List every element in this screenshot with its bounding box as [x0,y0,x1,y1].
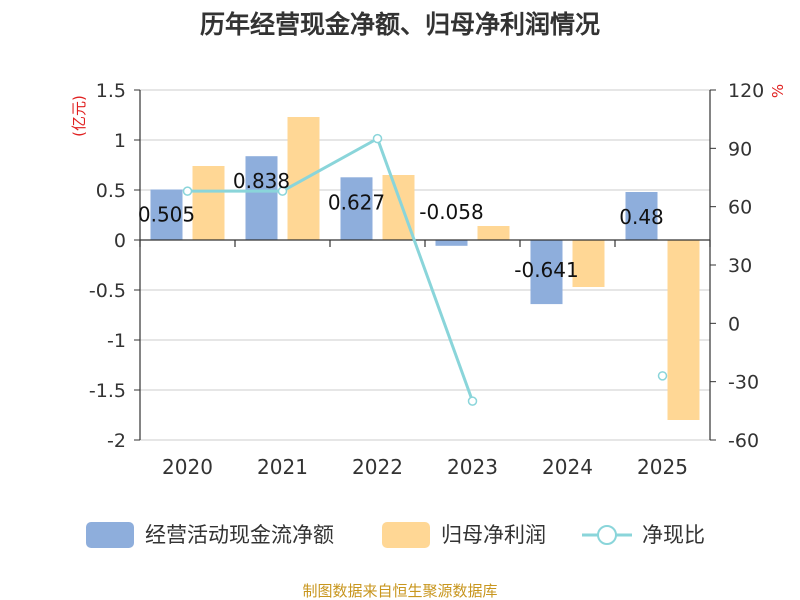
line-series [182,133,668,406]
right-tick-label: -30 [728,372,759,394]
left-tick-label: 0 [114,230,126,252]
ratio-point [657,371,668,381]
ratio-point [277,186,288,196]
legend-marker-ratio [597,525,617,545]
right-tick-label: 30 [728,255,752,277]
grid [140,89,710,441]
category-label: 2022 [352,455,403,479]
left-tick-label: 1 [114,130,126,152]
right-tick-label: 60 [728,197,752,219]
left-tick-label: 0.5 [96,180,126,202]
data-labels: 0.505 0.838 0.627 -0.058 -0.641 0.48 [138,169,664,282]
ratio-line [187,136,474,402]
bar-profit [667,240,700,420]
data-label-cashflow: 0.48 [619,205,664,229]
right-axis-unit: % [769,84,787,98]
data-label-cashflow: 0.838 [233,169,290,193]
ratio-point [372,133,383,144]
data-label-cashflow: 0.505 [138,203,195,227]
chart-title: 历年经营现金净额、归母净利润情况 [200,10,600,39]
right-tick-label: 0 [728,313,740,335]
left-tick-label: -1 [107,330,126,352]
right-tick-label: 90 [728,138,752,160]
data-label-cashflow: 0.627 [328,190,385,214]
source-note: 制图数据来自恒生聚源数据库 [302,582,497,600]
category-label: 2020 [162,455,213,479]
right-tick-label: 120 [728,80,764,102]
bar-profit [572,240,605,287]
legend-swatch-cashflow [86,522,134,548]
ratio-point [467,396,478,406]
data-label-cashflow: -0.058 [419,200,483,224]
right-tick-label: -60 [728,430,759,452]
bar-cashflow [245,156,278,240]
ratio-point [182,186,193,196]
data-label-cashflow: -0.641 [514,258,578,282]
category-label: 2025 [637,455,688,479]
bar-cashflow [625,192,658,240]
left-tick-label: -1.5 [89,380,126,402]
left-tick-label: 1.5 [96,80,126,102]
legend: 经营活动现金流净额 归母净利润 净现比 [86,522,705,548]
legend-swatch-profit [382,522,430,548]
category-label: 2021 [257,455,308,479]
legend-label-profit: 归母净利润 [441,523,546,547]
bar-series [150,117,700,420]
bar-cashflow [150,189,183,240]
bar-profit [477,226,510,240]
legend-label-ratio: 净现比 [642,523,705,547]
left-tick-label: -2 [107,430,126,452]
category-label: 2024 [542,455,593,479]
left-axis-unit: (亿元) [70,95,88,137]
axes: 1.5 1 0.5 0 -0.5 -1 -1.5 -2 120 90 60 30 0 -30 -60 2020… [89,80,764,479]
legend-label-cashflow: 经营活动现金流净额 [145,523,334,547]
bar-cashflow [340,177,373,240]
category-label: 2023 [447,455,498,479]
left-tick-label: -0.5 [89,280,126,302]
bar-cashflow [435,240,468,246]
bar-profit [192,166,225,240]
bar-cashflow [530,240,563,305]
